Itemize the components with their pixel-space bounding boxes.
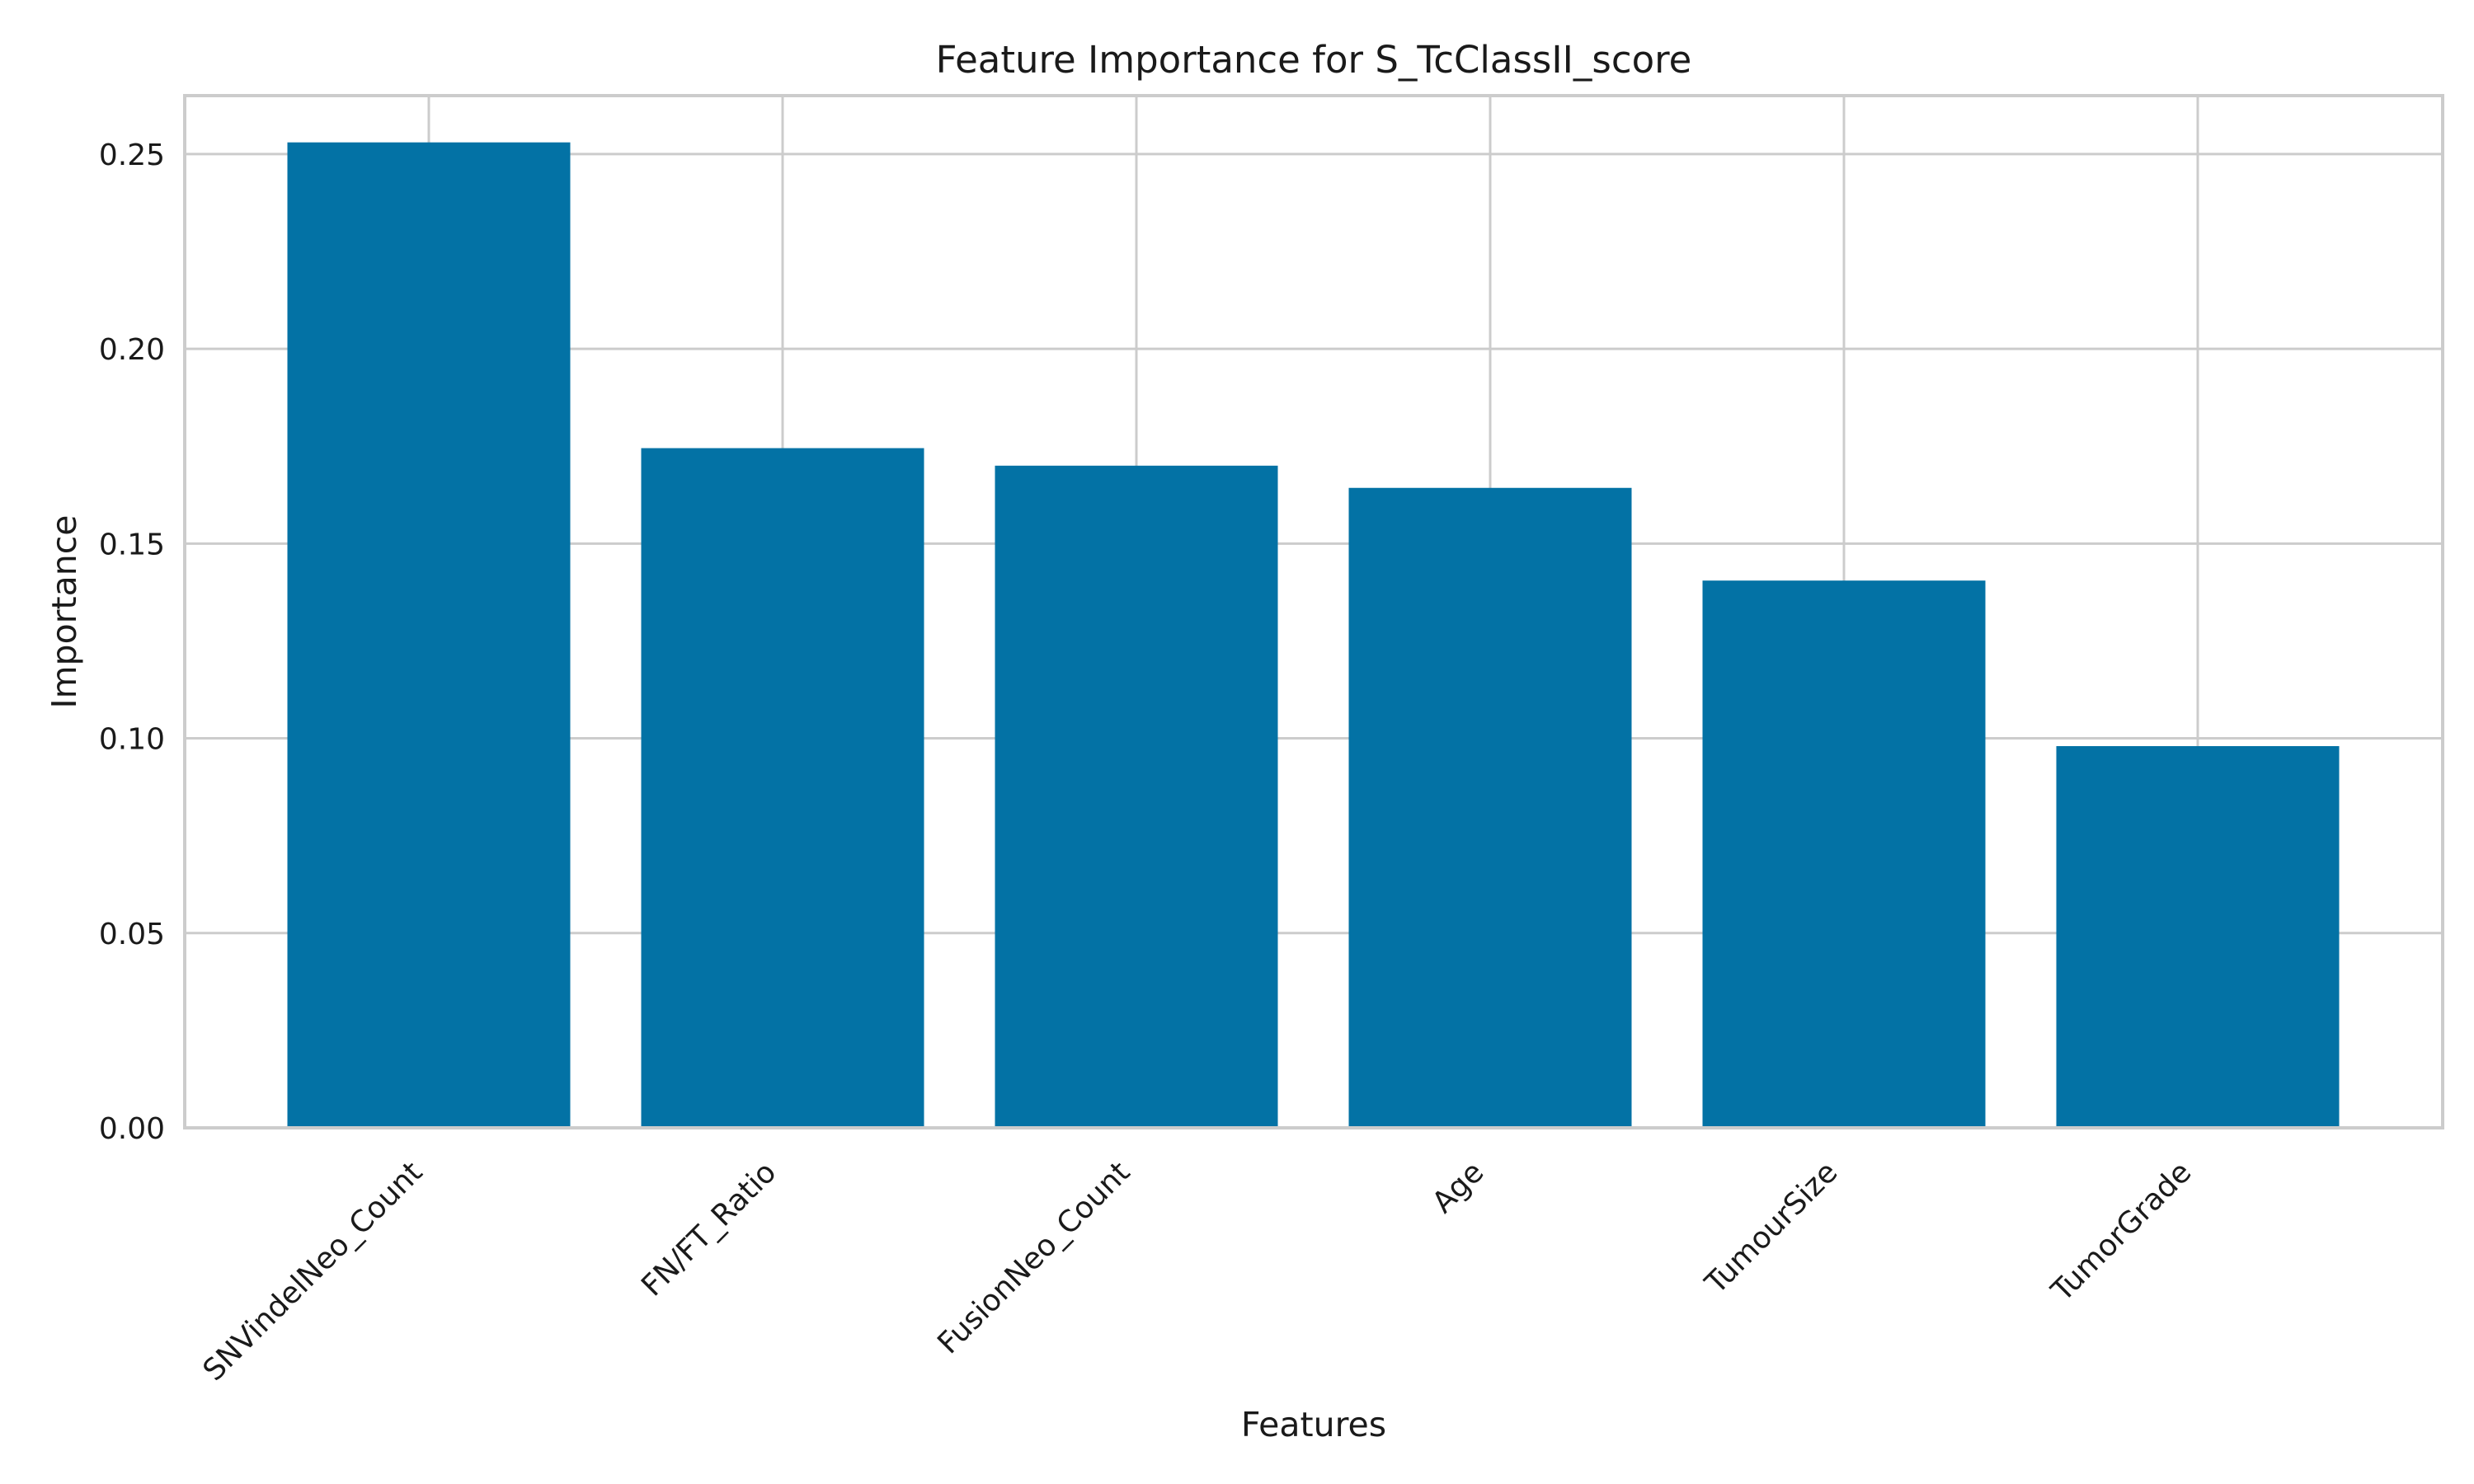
x-tick-label: TumorGrade xyxy=(2044,1155,2198,1308)
bar xyxy=(1702,580,1986,1128)
y-tick-label: 0.20 xyxy=(99,333,165,367)
y-tick-label: 0.00 xyxy=(99,1112,165,1146)
y-tick-label: 0.10 xyxy=(99,723,165,757)
y-axis-ticks: 0.00 0.05 0.10 0.15 0.20 0.25 xyxy=(99,139,165,1146)
bar xyxy=(287,142,571,1128)
x-tick-label: FN/FT_Ratio xyxy=(635,1155,783,1303)
plot-frame xyxy=(183,94,2444,1129)
x-axis-ticks: SNVindelNeo_Count FN/FT_Ratio FusionNeo_Co… xyxy=(197,1155,2199,1388)
chart-title: Feature Importance for S_TcClassII_score xyxy=(936,38,1692,82)
x-axis-label: Features xyxy=(1241,1405,1386,1444)
x-tick-label: TumourSize xyxy=(1699,1155,1845,1301)
y-tick-label: 0.15 xyxy=(99,528,165,561)
bar xyxy=(2056,745,2340,1128)
bar xyxy=(995,465,1278,1128)
bar xyxy=(641,448,924,1128)
x-tick-label: FusionNeo_Count xyxy=(931,1155,1136,1360)
bar xyxy=(1348,487,1632,1128)
y-tick-label: 0.25 xyxy=(99,139,165,172)
x-tick-label: Age xyxy=(1426,1155,1490,1219)
x-tick-label: SNVindelNeo_Count xyxy=(197,1155,430,1388)
y-axis-label: Importance xyxy=(45,515,84,709)
y-tick-label: 0.05 xyxy=(99,918,165,951)
bars xyxy=(287,142,2340,1128)
